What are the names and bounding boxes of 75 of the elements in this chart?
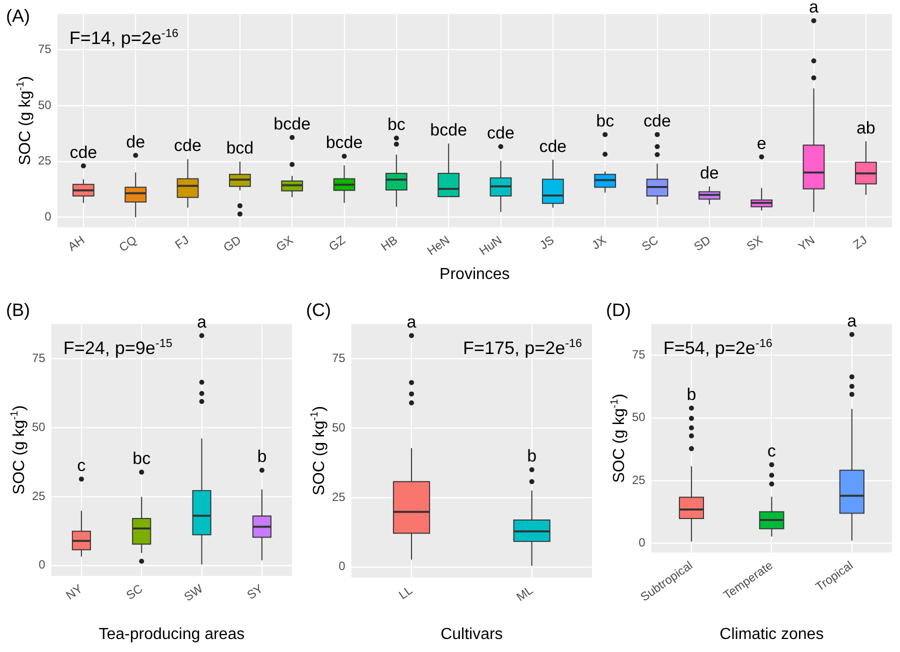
x-tick-label: SC <box>639 232 662 254</box>
y-tick-label: 0 <box>638 535 646 550</box>
annotation: ab <box>856 118 876 138</box>
annotation: bcde <box>430 120 468 140</box>
annotation: cde <box>487 124 514 143</box>
x-tick-label: SC <box>124 581 146 603</box>
y-tick-label: 0 <box>38 558 46 572</box>
annotation: bc <box>596 112 615 131</box>
x-tick-label: HB <box>378 232 400 254</box>
x-tick-label: HeN <box>424 232 452 258</box>
x-tick-label: SX <box>744 232 766 254</box>
annotation: a <box>406 312 417 332</box>
x-axis-title: Provinces <box>440 266 510 283</box>
x-tick-label: AH <box>65 232 88 254</box>
x-axis-title: Climatic zones <box>720 626 824 643</box>
x-tick-label: ZJ <box>850 232 870 252</box>
y-tick-label: 75 <box>632 348 646 362</box>
annotation: de <box>700 163 719 182</box>
x-tick-label: HuN <box>476 232 504 258</box>
y-axis-title: SOC (g kg-1) <box>16 76 34 166</box>
y-tick-label: 50 <box>32 420 46 434</box>
annotation: b <box>527 446 537 466</box>
x-axis-title: Tea-producing areas <box>98 626 245 643</box>
annotation: bc <box>387 115 406 134</box>
y-tick-label: 75 <box>38 42 52 56</box>
annotation: bcde <box>326 133 363 152</box>
annotation: cde <box>539 136 567 156</box>
y-tick-label: 50 <box>332 420 346 434</box>
annotation: cde <box>70 142 98 162</box>
x-tick-label: SY <box>244 582 266 602</box>
chart-title: (C) <box>306 300 331 320</box>
annotation: cde <box>174 136 202 156</box>
annotation: a <box>809 0 820 17</box>
annotation: c <box>77 456 86 476</box>
x-tick-label: ML <box>514 582 536 604</box>
x-tick-label: SD <box>691 232 714 254</box>
y-tick-label: 25 <box>332 490 346 504</box>
chart-title: (A) <box>6 6 30 26</box>
annotation: b <box>686 385 696 404</box>
y-tick-label: 50 <box>632 410 646 424</box>
y-tick-label: 75 <box>32 350 46 365</box>
y-axis-title: SOC (g kg-1) <box>610 394 628 483</box>
x-tick-label: NY <box>63 582 86 603</box>
y-tick-label: 0 <box>44 210 52 224</box>
annotation: cde <box>644 112 671 131</box>
annotation: bc <box>132 449 152 468</box>
annotation: de <box>126 132 146 152</box>
annotation: bcde <box>274 114 311 134</box>
annotation: b <box>257 447 267 466</box>
x-tick-label: SW <box>182 581 206 604</box>
annotation: a <box>197 312 208 332</box>
y-tick-label: 25 <box>632 472 646 487</box>
x-tick-label: GX <box>273 232 296 254</box>
x-tick-label: JS <box>537 232 557 252</box>
x-axis-title: Cultivars <box>440 626 503 643</box>
annotation: a <box>847 312 858 331</box>
x-tick-label: LL <box>396 582 416 602</box>
annotation: c <box>767 442 776 461</box>
y-axis-title: SOC (g kg-1) <box>310 406 328 496</box>
y-tick-label: 25 <box>32 488 46 503</box>
x-tick-label: FJ <box>172 232 192 252</box>
chart-title: (B) <box>6 300 30 320</box>
x-tick-label: YN <box>796 232 818 254</box>
y-tick-label: 75 <box>332 351 346 366</box>
x-tick-label: CQ <box>116 232 140 255</box>
chart-title: (D) <box>606 300 631 320</box>
y-tick-label: 50 <box>38 98 52 112</box>
y-tick-label: 0 <box>338 559 346 574</box>
y-axis-title: SOC (g kg-1) <box>10 405 28 495</box>
y-tick-label: 25 <box>38 154 52 168</box>
annotation: e <box>756 134 766 153</box>
annotation: bcd <box>226 138 254 158</box>
x-tick-label: GZ <box>326 232 348 254</box>
x-tick-label: GD <box>220 232 244 255</box>
x-tick-label: JX <box>589 232 609 252</box>
